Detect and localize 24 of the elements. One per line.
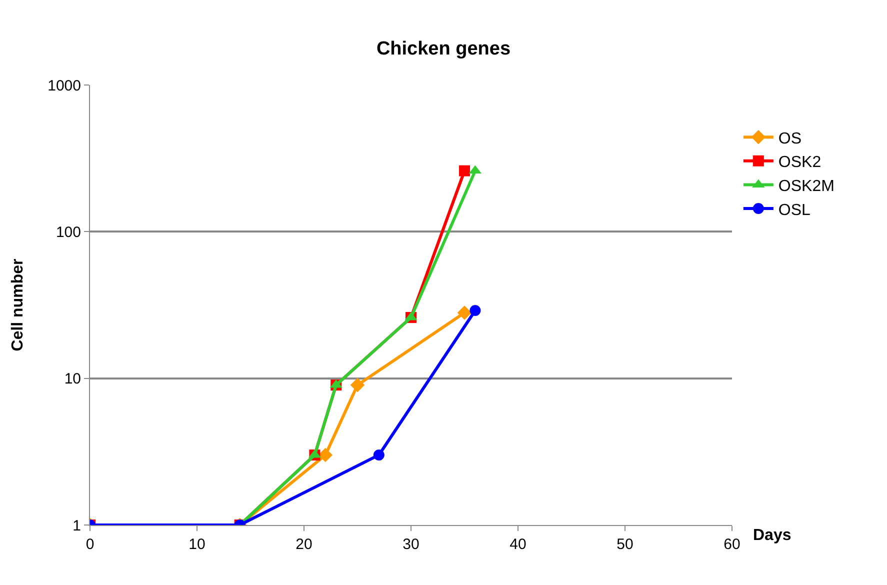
y-tick-label: 1 — [72, 517, 81, 534]
y-axis-title: Cell number — [10, 258, 27, 352]
point — [459, 165, 470, 176]
y-tick-label: 1000 — [48, 77, 81, 94]
point — [470, 305, 481, 316]
legend-label: OSL — [778, 202, 811, 219]
chart-title: Chicken genes — [376, 38, 511, 60]
point — [373, 450, 384, 461]
x-axis-title: Days — [753, 527, 792, 544]
x-tick-label: 30 — [402, 536, 420, 553]
point — [457, 306, 472, 320]
x-tick-label: 60 — [724, 536, 740, 553]
legend-label: OSK2M — [778, 178, 834, 195]
x-tick-label: 50 — [616, 536, 634, 553]
x-tick-label: 10 — [188, 536, 206, 553]
y-tick-label: 10 — [64, 370, 81, 388]
legend-label: OSK2 — [778, 154, 822, 172]
x-tick-label: 0 — [86, 536, 94, 553]
point — [318, 448, 333, 462]
legend-label: OS — [778, 130, 802, 148]
point — [350, 378, 365, 392]
x-tick-label: 20 — [296, 536, 312, 553]
x-tick-label: 40 — [510, 536, 526, 553]
y-tick-label: 100 — [56, 224, 81, 241]
